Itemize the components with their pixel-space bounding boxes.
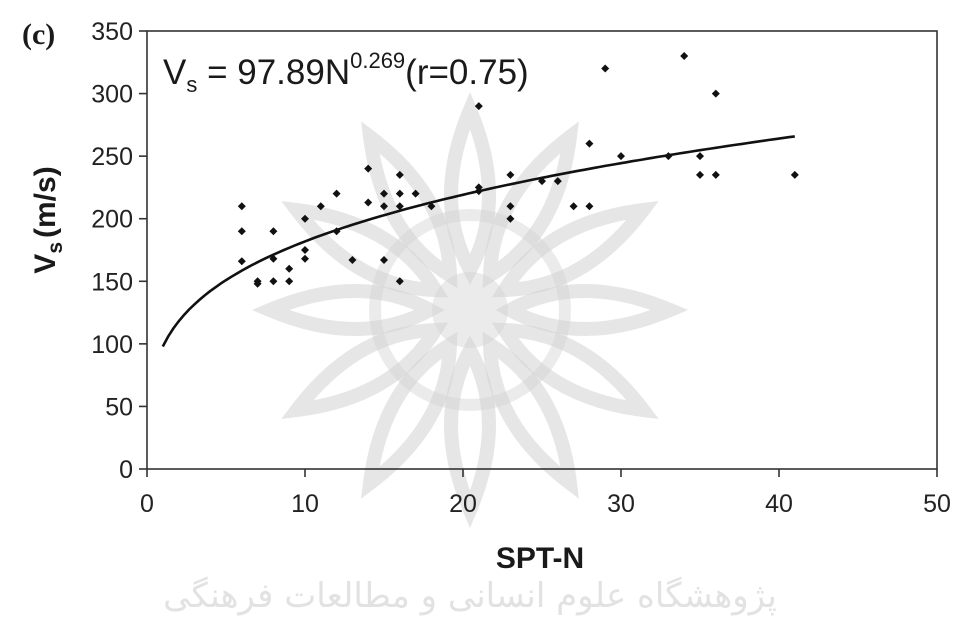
data-point <box>427 202 436 211</box>
data-point <box>269 254 278 263</box>
data-point <box>253 279 262 288</box>
data-point <box>285 264 294 273</box>
data-point <box>237 227 246 236</box>
data-point <box>395 202 404 211</box>
data-point <box>711 89 720 98</box>
equation-subscript: s <box>186 72 197 97</box>
watermark-caption: پژوهشگاه علوم انسانی و مطالعات فرهنگی <box>163 576 777 616</box>
data-point <box>269 277 278 286</box>
data-point <box>790 170 799 179</box>
data-point <box>395 277 404 286</box>
data-point <box>538 177 546 186</box>
data-point <box>395 170 404 179</box>
data-point <box>696 152 704 161</box>
data-point <box>380 256 388 265</box>
data-point <box>301 214 309 223</box>
x-axis-title: SPT-N <box>496 542 584 575</box>
watermark-ring <box>369 209 571 411</box>
y-tick-label: 250 <box>91 143 133 171</box>
data-point <box>285 277 294 286</box>
watermark-petal <box>281 322 449 420</box>
y-tick-label: 200 <box>91 206 133 234</box>
equation-r: (r=0.75) <box>405 53 529 92</box>
data-point <box>380 202 388 211</box>
data-point <box>348 256 357 265</box>
data-point <box>506 170 515 179</box>
equation-exponent: 0.269 <box>350 48 405 73</box>
y-axis-title-unit: (m/s) <box>29 166 62 238</box>
data-point <box>380 189 388 198</box>
y-axis: 0 50 100 150 200 250 300 350 <box>91 18 147 484</box>
data-point <box>237 202 246 211</box>
y-tick-label: 150 <box>91 268 133 296</box>
data-point <box>364 164 373 173</box>
y-tick-label: 0 <box>119 456 133 484</box>
data-point <box>474 187 483 196</box>
watermark-rosette <box>251 91 689 529</box>
data-point <box>506 214 515 223</box>
y-tick-label: 100 <box>91 331 133 359</box>
fit-equation: Vs = 97.89N0.269(r=0.75) <box>163 48 529 97</box>
data-point <box>332 189 341 198</box>
panel-label: (c) <box>22 18 55 51</box>
data-point <box>585 202 594 211</box>
watermark-petal <box>444 335 496 529</box>
watermark-center <box>432 272 508 348</box>
data-point <box>553 177 562 186</box>
watermark-petal <box>482 331 580 499</box>
x-tick-label: 50 <box>923 490 951 518</box>
data-point <box>301 254 309 263</box>
data-point <box>411 189 420 198</box>
data-point <box>506 202 515 211</box>
data-point <box>601 64 610 73</box>
data-point <box>237 257 246 266</box>
data-point <box>332 227 341 236</box>
watermark-petal <box>360 121 458 289</box>
data-points <box>237 52 799 288</box>
watermark-petal <box>444 91 496 285</box>
data-point <box>474 102 483 111</box>
data-point <box>664 152 673 161</box>
data-point <box>364 198 373 207</box>
x-axis: 0 10 20 30 40 50 <box>140 469 951 518</box>
y-axis-title-sub: s <box>44 242 67 254</box>
watermark-petal <box>495 284 689 336</box>
plot-area-frame <box>146 30 938 470</box>
x-tick-label: 10 <box>291 490 319 518</box>
y-tick-label: 50 <box>105 393 133 421</box>
watermark-petal <box>251 284 445 336</box>
x-tick-label: 30 <box>607 490 635 518</box>
y-axis-title: Vs (m/s) <box>29 166 67 273</box>
equation-v: V <box>163 53 187 92</box>
y-tick-label: 300 <box>91 81 133 109</box>
y-tick-label: 350 <box>91 18 133 46</box>
x-tick-label: 20 <box>449 490 477 518</box>
watermark-petal <box>491 322 659 420</box>
data-point <box>711 170 720 179</box>
watermark-petal <box>482 121 580 289</box>
data-point <box>395 189 404 198</box>
data-point <box>696 170 704 179</box>
data-point <box>585 139 594 148</box>
x-tick-label: 40 <box>765 490 793 518</box>
watermark-petal <box>491 200 659 298</box>
data-point <box>316 202 325 211</box>
x-tick-label: 0 <box>140 490 154 518</box>
watermark-petal <box>281 200 449 298</box>
y-axis-title-v: V <box>29 254 62 274</box>
equation-main: = 97.89N <box>197 53 350 92</box>
watermark-petal <box>360 331 458 499</box>
data-point <box>569 202 578 211</box>
data-point <box>617 152 625 161</box>
data-point <box>269 227 278 236</box>
data-point <box>301 246 309 254</box>
data-point <box>680 52 689 61</box>
